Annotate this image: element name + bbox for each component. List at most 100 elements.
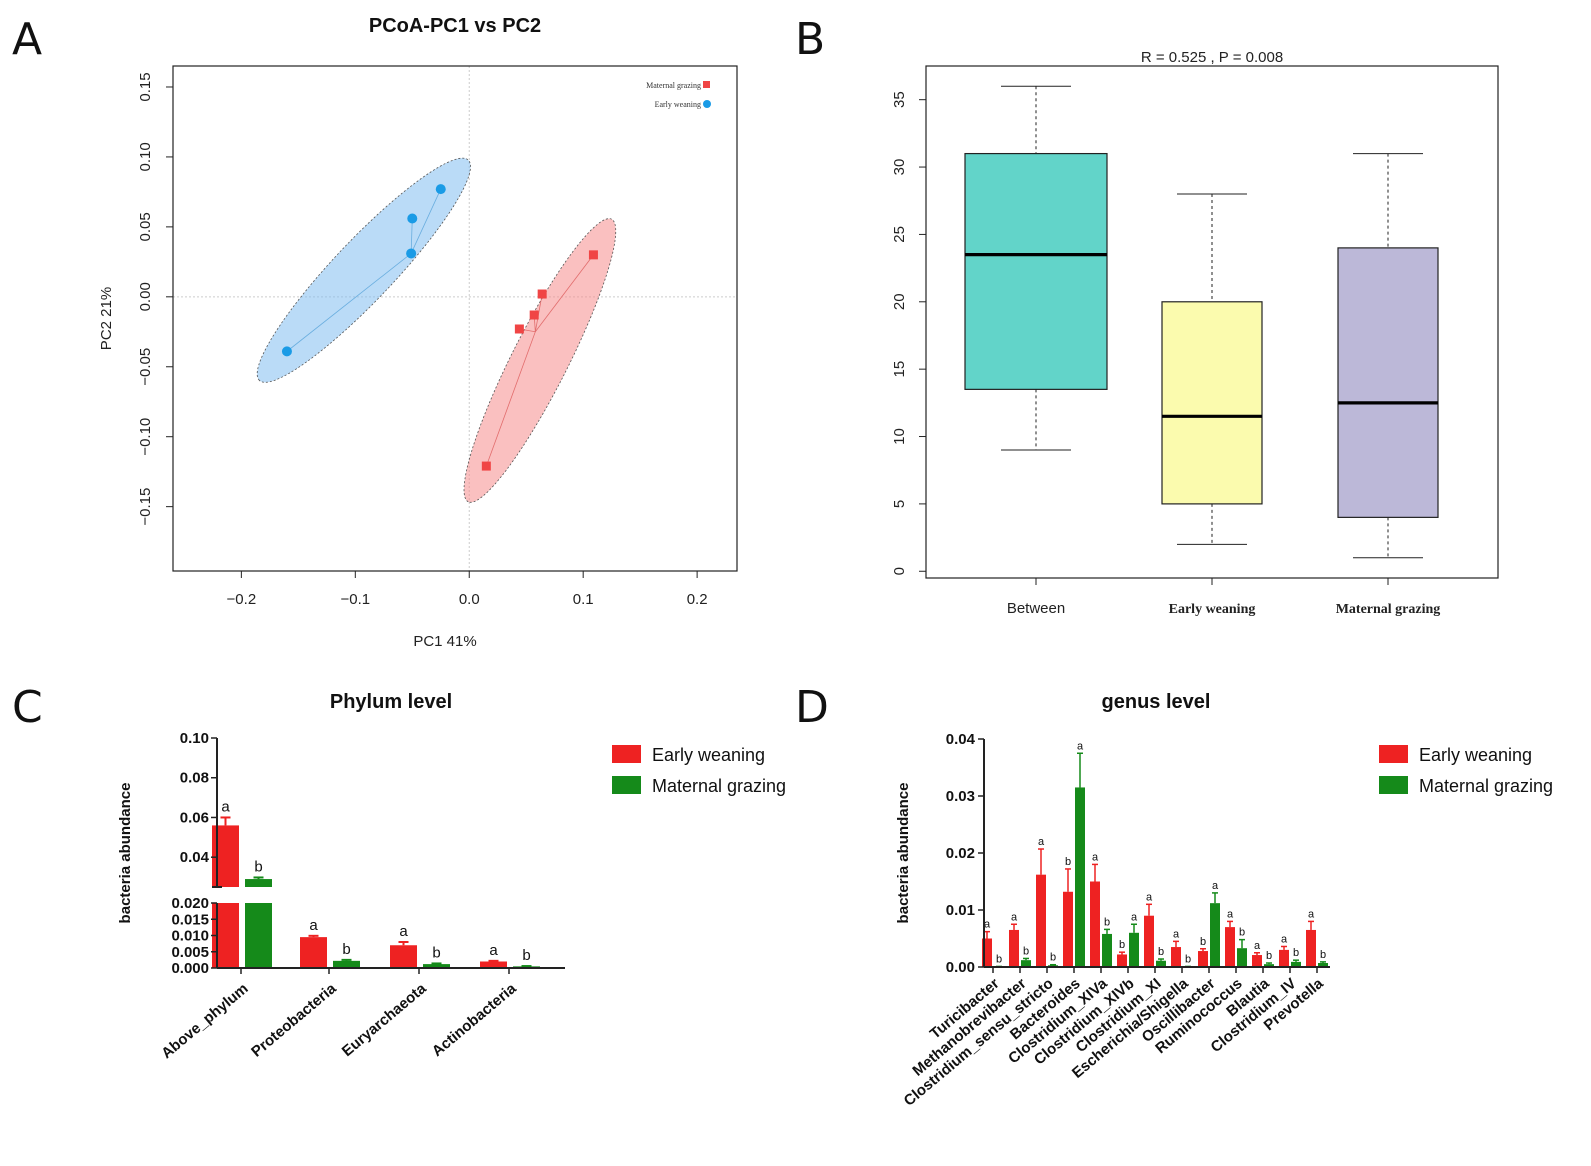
spider-line (485, 331, 536, 467)
bar-maternal-grazing (333, 960, 360, 968)
y-axis-label: bacteria abundance (895, 783, 912, 924)
legend-swatch (1379, 776, 1408, 794)
significance-letter: a (1173, 928, 1180, 940)
significance-letter: a (1146, 891, 1153, 903)
maternal-grazing-point (588, 250, 598, 260)
significance-letter: a (1254, 940, 1261, 952)
box-between (964, 152, 1108, 390)
bar-maternal-grazing (1021, 960, 1031, 967)
y-tick-label: 0.10 (137, 142, 154, 171)
y-tick-label: 0.00 (946, 959, 975, 976)
x-tick-label: Between (1007, 600, 1065, 617)
significance-letter: b (1158, 946, 1164, 958)
legend-swatch-maternal-grazing (703, 81, 710, 88)
legend-label: Early weaning (1419, 745, 1532, 765)
significance-letter: b (1239, 927, 1245, 939)
y-tick-label: 0.010 (171, 928, 209, 945)
y-tick-label: 0.15 (137, 72, 154, 101)
chart-title: genus level (1102, 691, 1211, 713)
y-tick-label: 15 (891, 361, 908, 378)
early-weaning-point (435, 184, 446, 195)
panel-letter-d: D (795, 682, 829, 733)
pcoa-scatter-panel: PCoA-PC1 vs PC2 −0.2 −0.1 0.0 0.1 0.2 −0.15 −0.… (98, 15, 738, 650)
box-maternal-grazing (1337, 247, 1439, 518)
bar-early-weaning (1252, 955, 1262, 967)
significance-letter: b (1185, 953, 1191, 965)
y-tick-label: 0.03 (946, 788, 975, 805)
bar-maternal-grazing (1156, 960, 1166, 967)
significance-letter: b (1023, 945, 1029, 957)
legend-label: Maternal grazing (1419, 776, 1553, 796)
maternal-grazing-point (537, 289, 547, 299)
bar-maternal-grazing (1237, 948, 1247, 967)
chart-title: Phylum level (330, 691, 452, 713)
significance-letter: b (1320, 949, 1326, 961)
y-tick-label: 0.02 (946, 845, 975, 862)
x-tick-label: Early weaning (1169, 602, 1256, 617)
bar-early-weaning (1036, 874, 1046, 967)
distance-boxplot-panel: R = 0.525 , P = 0.008 Between Early weanin… (891, 49, 1499, 617)
x-tick-label: Euryarchaeota (339, 980, 430, 1060)
bar-early-weaning (1198, 951, 1208, 967)
bar-early-weaning (1090, 881, 1100, 967)
y-axis-label: PC2 21% (98, 287, 115, 350)
bar-maternal-grazing (1075, 787, 1085, 967)
bar-maternal-grazing-upper (245, 879, 272, 887)
significance-letter: a (489, 942, 498, 959)
y-tick-label: 0.000 (171, 960, 209, 977)
spider-line (534, 293, 543, 332)
y-tick-label: 25 (891, 226, 908, 243)
spider-line (535, 254, 594, 333)
significance-letter: b (996, 953, 1002, 965)
bar-early-weaning (1306, 929, 1316, 967)
legend-label-early-weaning: Early weaning (655, 100, 701, 109)
x-axis-label: PC1 41% (413, 633, 476, 650)
y-tick-label: 0.01 (946, 902, 975, 919)
significance-letter: a (309, 917, 318, 934)
x-tick-label: 0.0 (459, 591, 480, 608)
significance-letter: a (399, 923, 408, 940)
significance-letter: a (1281, 933, 1288, 945)
legend-label-maternal-grazing: Maternal grazing (646, 81, 701, 90)
x-tick-label: Actinobacteria (429, 980, 520, 1060)
y-tick-label: 0.005 (171, 944, 209, 961)
maternal-grazing-point (529, 310, 539, 320)
significance-letter: a (1011, 911, 1018, 923)
y-tick-label: −0.10 (137, 418, 154, 456)
chart-title: R = 0.525 , P = 0.008 (1141, 49, 1283, 66)
bar-early-weaning (390, 945, 417, 968)
significance-letter: a (1212, 880, 1219, 892)
early-weaning-point (406, 248, 417, 259)
significance-letter: a (984, 919, 991, 931)
panel-letter-b: B (795, 14, 825, 65)
significance-letter: b (1293, 947, 1299, 959)
significance-letter: b (1200, 936, 1206, 948)
bar-early-weaning (300, 937, 327, 968)
significance-letter: b (1266, 950, 1272, 962)
legend-label: Early weaning (652, 745, 765, 765)
early-weaning-point (281, 346, 292, 357)
significance-letter: a (221, 798, 230, 815)
significance-letter: b (1104, 916, 1110, 928)
significance-letter: a (1038, 836, 1045, 848)
bar-early-weaning (1063, 891, 1073, 967)
y-axis-label: bacteria abundance (117, 783, 134, 924)
bar-maternal-grazing (1102, 933, 1112, 967)
spider-line (286, 253, 412, 352)
y-tick-label: 20 (891, 293, 908, 310)
bar-early-weaning (982, 938, 992, 967)
significance-letter: a (1131, 911, 1138, 923)
phylum-bar-panel: Phylum level bacteria abundance a b Above_ph… (117, 691, 786, 1062)
y-tick-label: 0.020 (171, 895, 209, 912)
x-tick-label: 0.1 (573, 591, 594, 608)
y-tick-label: 10 (891, 428, 908, 445)
y-tick-label: 0 (891, 567, 908, 575)
x-tick-label: Proteobacteria (248, 980, 340, 1061)
significance-letter: b (1119, 939, 1125, 951)
bar-early-weaning (1225, 927, 1235, 967)
legend-swatch (1379, 745, 1408, 763)
significance-letter: a (1077, 740, 1084, 752)
bar-maternal-grazing (1210, 903, 1220, 967)
legend-swatch (612, 776, 641, 794)
